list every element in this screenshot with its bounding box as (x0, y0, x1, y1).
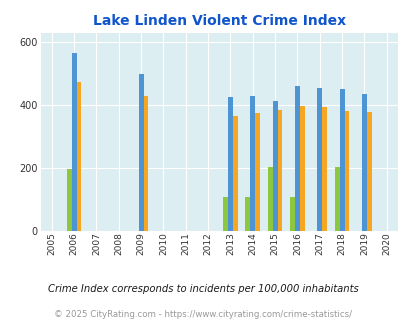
Bar (249, 96, 255, 231)
Bar (138, 74, 143, 231)
Bar (245, 197, 249, 231)
Bar (66, 169, 71, 231)
Bar (272, 101, 277, 231)
Bar (339, 89, 344, 231)
Bar (299, 106, 304, 231)
Bar (277, 110, 282, 231)
Bar (289, 197, 294, 231)
Text: © 2025 CityRating.com - https://www.cityrating.com/crime-statistics/: © 2025 CityRating.com - https://www.city… (54, 310, 351, 319)
Bar (71, 53, 77, 231)
Bar (294, 86, 299, 231)
Bar (322, 107, 326, 231)
Bar (316, 88, 322, 231)
Bar (232, 115, 237, 231)
Bar (227, 97, 232, 231)
Bar (143, 96, 148, 231)
Title: Lake Linden Violent Crime Index: Lake Linden Violent Crime Index (92, 14, 345, 28)
Bar (366, 112, 371, 231)
Bar (344, 111, 349, 231)
Bar (361, 94, 366, 231)
Bar (77, 82, 81, 231)
Bar (255, 114, 260, 231)
Bar (334, 167, 339, 231)
Bar (267, 167, 272, 231)
Bar (222, 197, 227, 231)
Text: Crime Index corresponds to incidents per 100,000 inhabitants: Crime Index corresponds to incidents per… (47, 284, 358, 294)
